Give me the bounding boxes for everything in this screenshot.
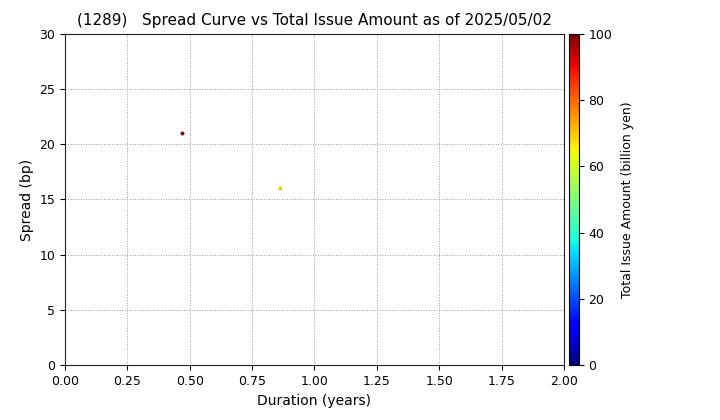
Point bbox=[274, 185, 285, 192]
Point bbox=[176, 130, 188, 136]
Title: (1289)   Spread Curve vs Total Issue Amount as of 2025/05/02: (1289) Spread Curve vs Total Issue Amoun… bbox=[77, 13, 552, 28]
X-axis label: Duration (years): Duration (years) bbox=[258, 394, 372, 408]
Y-axis label: Spread (bp): Spread (bp) bbox=[19, 158, 34, 241]
Y-axis label: Total Issue Amount (billion yen): Total Issue Amount (billion yen) bbox=[621, 101, 634, 298]
